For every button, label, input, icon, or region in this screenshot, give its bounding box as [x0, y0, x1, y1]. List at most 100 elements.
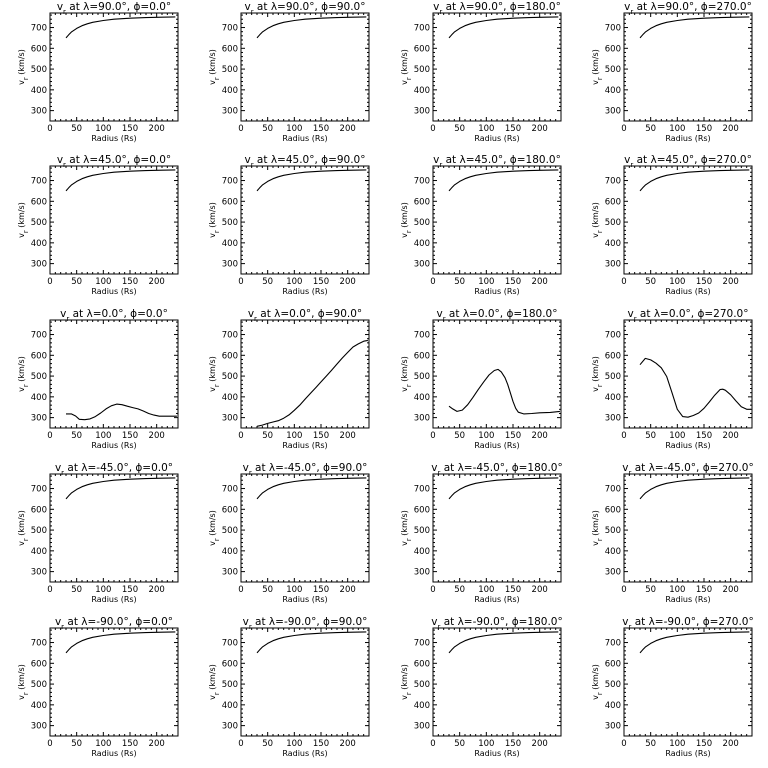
y-tick-label: 500 — [222, 372, 238, 382]
y-tick-label: 400 — [605, 393, 621, 403]
chart-panel-11: vr at λ=0.0°, ϕ=180.0° 0 50 100 150 200 300 400… — [400, 308, 562, 450]
y-axis-label: vr (km/s) — [208, 510, 221, 546]
y-tick-label: 400 — [222, 393, 238, 403]
y-tick-label: 700 — [414, 177, 430, 187]
chart-title: vr at λ=0.0°, ϕ=180.0° — [436, 308, 557, 323]
x-tick-label: 50 — [71, 739, 82, 749]
chart-panel-13: vr at λ=-45.0°, ϕ=0.0° 0 50 100 150 200 300 400… — [17, 462, 179, 604]
x-tick-label: 0 — [47, 124, 52, 134]
y-tick-label: 700 — [222, 485, 238, 495]
y-tick-label: 500 — [414, 372, 430, 382]
series-line-1 — [65, 477, 176, 500]
y-tick-label: 400 — [31, 701, 47, 711]
y-tick-label: 400 — [414, 393, 430, 403]
x-tick-label: 100 — [95, 124, 111, 134]
y-tick-label: 500 — [414, 65, 430, 75]
y-tick-label: 400 — [414, 547, 430, 557]
x-tick-label: 50 — [71, 277, 82, 287]
y-tick-label: 400 — [31, 547, 47, 557]
chart-title: vr at λ=-90.0°, ϕ=90.0° — [243, 616, 368, 631]
y-tick-label: 700 — [31, 24, 47, 34]
chart-panel-15: vr at λ=-45.0°, ϕ=180.0° 0 50 100 150 200 300 4… — [400, 462, 563, 604]
series-line-1 — [639, 357, 751, 418]
chart-title: vr at λ=-90.0°, ϕ=180.0° — [431, 616, 562, 631]
plot-frame — [623, 165, 753, 275]
chart-panel-12: vr at λ=0.0°, ϕ=270.0° 0 50 100 150 200 300 400… — [591, 308, 753, 450]
y-tick-label: 300 — [222, 107, 238, 117]
y-axis-label: vr (km/s) — [591, 664, 604, 700]
x-tick-label: 100 — [286, 739, 302, 749]
x-tick-label: 0 — [238, 124, 243, 134]
x-axis-label: Radius (Rs) — [282, 287, 327, 296]
y-tick-label: 600 — [605, 659, 621, 669]
y-axis-label: vr (km/s) — [591, 202, 604, 238]
x-tick-label: 0 — [621, 585, 626, 595]
x-tick-label: 200 — [149, 739, 165, 749]
y-tick-label: 700 — [222, 639, 238, 649]
x-tick-label: 150 — [505, 124, 521, 134]
plot-frame — [49, 12, 179, 122]
plot-frame — [623, 12, 753, 122]
x-tick-label: 0 — [621, 277, 626, 287]
y-tick-label: 700 — [222, 331, 238, 341]
x-tick-label: 50 — [454, 124, 465, 134]
y-tick-label: 500 — [605, 680, 621, 690]
y-tick-label: 300 — [31, 722, 47, 732]
x-tick-label: 0 — [430, 431, 435, 441]
x-tick-label: 100 — [669, 739, 685, 749]
y-axis-label: vr (km/s) — [400, 49, 413, 85]
x-axis-label: Radius (Rs) — [665, 287, 710, 296]
x-tick-label: 200 — [149, 585, 165, 595]
chart-title: vr at λ=-45.0°, ϕ=270.0° — [622, 462, 753, 477]
plot-frame — [49, 627, 179, 737]
y-axis-label: vr (km/s) — [400, 664, 413, 700]
plot-frame — [240, 12, 370, 122]
y-axis-label: vr (km/s) — [400, 510, 413, 546]
x-tick-label: 100 — [669, 124, 685, 134]
x-tick-label: 0 — [430, 585, 435, 595]
x-axis-label: Radius (Rs) — [282, 595, 327, 604]
y-tick-label: 500 — [222, 65, 238, 75]
y-tick-label: 700 — [222, 24, 238, 34]
chart-panel-6: vr at λ=45.0°, ϕ=90.0° 0 50 100 150 200 300 400… — [208, 154, 370, 296]
y-tick-label: 400 — [222, 86, 238, 96]
y-tick-label: 700 — [31, 485, 47, 495]
y-tick-label: 500 — [31, 680, 47, 690]
x-tick-label: 100 — [478, 739, 494, 749]
x-tick-label: 50 — [645, 431, 656, 441]
chart-panel-8: vr at λ=45.0°, ϕ=270.0° 0 50 100 150 200 300 40… — [591, 154, 753, 296]
y-tick-label: 600 — [605, 351, 621, 361]
x-tick-label: 0 — [47, 585, 52, 595]
x-tick-label: 0 — [621, 124, 626, 134]
x-axis-label: Radius (Rs) — [474, 287, 519, 296]
x-tick-label: 100 — [478, 431, 494, 441]
y-tick-label: 400 — [222, 239, 238, 249]
x-tick-label: 150 — [313, 585, 329, 595]
y-axis-label: vr (km/s) — [208, 356, 221, 392]
series-line-1 — [448, 477, 559, 500]
x-tick-label: 150 — [505, 277, 521, 287]
chart-title: vr at λ=90.0°, ϕ=270.0° — [624, 1, 752, 16]
y-axis-label: vr (km/s) — [591, 49, 604, 85]
chart-panel-19: vr at λ=-90.0°, ϕ=180.0° 0 50 100 150 200 300 4… — [400, 616, 563, 758]
x-tick-label: 200 — [532, 739, 548, 749]
y-tick-label: 500 — [31, 372, 47, 382]
y-tick-label: 700 — [605, 485, 621, 495]
x-tick-label: 0 — [621, 431, 626, 441]
series-line-1 — [65, 169, 176, 192]
series-line-1 — [448, 368, 560, 415]
x-tick-label: 50 — [71, 124, 82, 134]
x-tick-label: 200 — [149, 431, 165, 441]
y-axis-label: vr (km/s) — [208, 202, 221, 238]
x-axis-label: Radius (Rs) — [474, 441, 519, 450]
series-line-1 — [256, 169, 367, 192]
x-tick-label: 0 — [47, 277, 52, 287]
x-tick-label: 50 — [262, 124, 273, 134]
plot-frame — [623, 319, 753, 429]
x-axis-label: Radius (Rs) — [91, 595, 136, 604]
x-tick-label: 50 — [645, 277, 656, 287]
plot-frame — [240, 627, 370, 737]
x-axis-label: Radius (Rs) — [91, 287, 136, 296]
x-axis-label: Radius (Rs) — [474, 134, 519, 143]
y-axis-label: vr (km/s) — [591, 356, 604, 392]
